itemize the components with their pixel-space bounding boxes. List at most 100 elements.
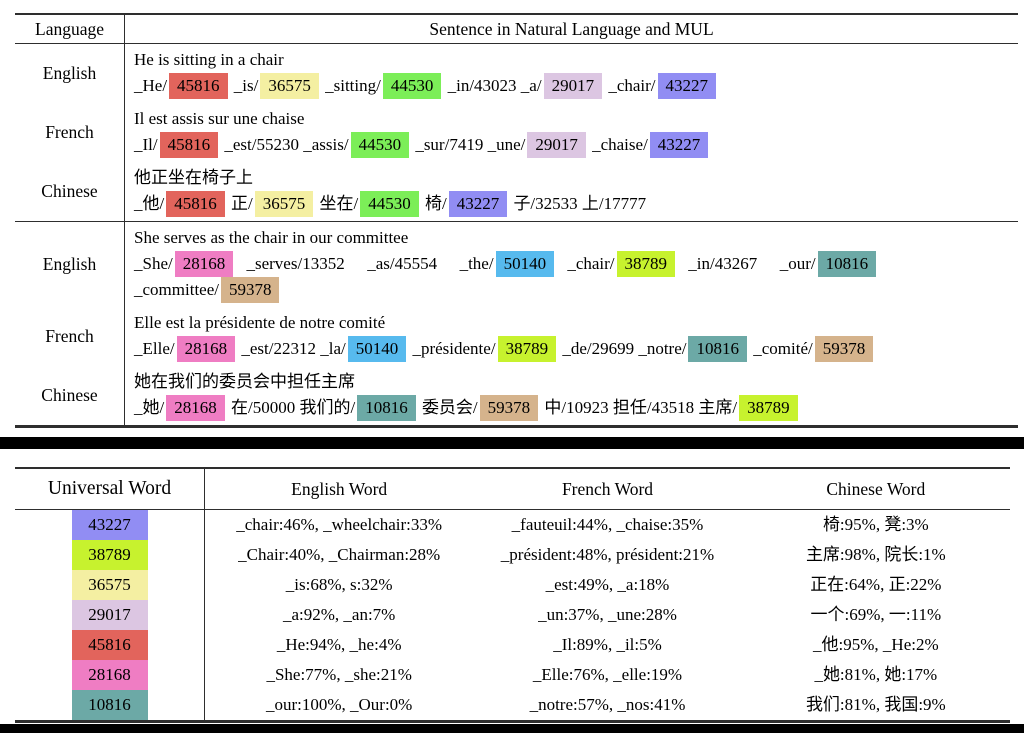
table-row: 45816 _He:94%, _he:4% _Il:89%, _il:5% _他… [15,630,1010,660]
table-row: Chinese 他正坐在椅子上 _他/45816 正/36575 坐在/4453… [15,162,1018,221]
token-id-chip: 59378 [814,336,874,362]
token-text: 子/32533 上/17777 [509,194,647,213]
english-word-cell: _chair:46%, _wheelchair:33% [236,515,443,534]
token-text: _est/55230 _assis/ [220,135,349,154]
token-id-chip: 29017 [527,132,586,158]
token-text: _sitting/ [320,76,381,95]
token-id-chip: 29017 [543,73,603,99]
token-text: _comité/ [748,339,813,358]
token-text: _他/ [134,194,165,213]
universal-word-cell: 45816 [15,630,205,660]
language-label: French [15,307,125,366]
french-word-cell: _notre:57%, _nos:41% [529,695,686,714]
sentence-table: Language Sentence in Natural Language an… [15,13,1018,428]
token-line: _She/28168 _serves/13352 _as/45554 _the/… [134,251,1018,277]
token-text: _is/ [229,76,259,95]
english-word-cell: _our:100%, _Our:0% [265,695,413,714]
french-word-cell: _président:48%, président:21% [500,545,715,564]
sentence-group-2: English She serves as the chair in our c… [15,221,1018,425]
token-id-chip: 45816 [166,191,225,217]
token-id-chip: 10816 [357,395,416,421]
token-id-chip: 38789 [739,395,798,421]
token-id-chip: 50140 [495,251,555,277]
token-text: _She/ [134,254,173,273]
english-word-column-header: English Word [291,478,388,499]
universal-word-cell: 38789 [15,540,205,570]
sentence-text: He is sitting in a chair [134,50,284,69]
token-text: _Elle/ [134,339,175,358]
token-text: 在/50000 我们的/ [226,398,356,417]
universal-word-cell: 36575 [15,570,205,600]
chinese-word-cell: 一个:69%, 一:11% [810,605,942,624]
token-text: _est/22312 _la/ [237,339,346,358]
token-id-chip: 43227 [448,191,508,217]
sentence-cell: 她在我们的委员会中担任主席 _她/28168 在/50000 我们的/10816… [125,366,1018,425]
chinese-word-cell: 椅:95%, 凳:3% [822,515,929,534]
token-id-chip: 10816 [688,336,747,362]
table-row: 29017 _a:92%, _an:7% _un:37%, _une:28% 一… [15,600,1010,630]
token-line: _committee/59378 [134,277,1018,303]
token-id-chip: 44530 [350,132,410,158]
table-row: 43227 _chair:46%, _wheelchair:33% _faute… [15,510,1010,540]
token-text: _de/29699 _notre/ [558,339,687,358]
french-word-cell: _Il:89%, _il:5% [553,635,662,654]
language-column-header: Language [15,15,125,43]
sentence-cell: He is sitting in a chair _He/45816 _is/3… [125,44,1018,103]
universal-word-chip: 28168 [71,660,148,690]
sentence-cell: Il est assis sur une chaise _Il/45816 _e… [125,103,1018,162]
token-text: 委员会/ [417,398,478,417]
universal-word-chip: 36575 [71,570,148,600]
token-text: _committee/ [134,280,219,299]
token-text: 坐在/ [315,194,359,213]
token-text: _présidente/ [408,339,496,358]
token-text: _chaise/ [587,135,648,154]
chinese-word-cell: _他:95%, _He:2% [813,635,939,654]
universal-word-chip: 43227 [71,510,148,540]
sentence-table-header: Language Sentence in Natural Language an… [15,15,1018,44]
token-line: _他/45816 正/36575 坐在/44530 椅/43227 子/3253… [134,191,1018,217]
universal-word-chip: 38789 [71,540,148,570]
token-text: 正/ [226,194,253,213]
table-row: 10816 _our:100%, _Our:0% _notre:57%, _no… [15,690,1010,720]
language-label: English [15,222,125,307]
token-id-chip: 43227 [649,132,709,158]
universal-word-column-header: Universal Word [15,469,205,509]
universal-word-table-header: Universal Word English Word French Word … [15,469,1010,510]
token-line: _她/28168 在/50000 我们的/10816 委员会/59378 中/1… [134,395,1018,421]
universal-word-chip: 10816 [71,690,148,720]
token-line: _Elle/28168 _est/22312 _la/50140 _présid… [134,336,1018,362]
token-id-chip: 38789 [497,336,557,362]
table-row: English She serves as the chair in our c… [15,222,1018,307]
sentence-text: 她在我们的委员会中担任主席 [134,372,355,391]
language-label: Chinese [15,162,125,221]
token-id-chip: 10816 [817,251,877,277]
token-text: 椅/ [420,194,447,213]
chinese-word-column-header: Chinese Word [826,478,926,499]
english-word-cell: _She:77%, _she:21% [266,665,412,684]
universal-word-cell: 29017 [15,600,205,630]
token-text: _chair/ [604,76,656,95]
language-label: French [15,103,125,162]
english-word-cell: _He:94%, _he:4% [276,635,402,654]
french-word-column-header: French Word [561,478,654,499]
token-id-chip: 44530 [360,191,419,217]
french-word-cell: _est:49%, _a:18% [545,575,670,594]
token-text: _in/43267 _our/ [677,254,816,273]
token-id-chip: 59378 [479,395,539,421]
token-text: _in/43023 _a/ [443,76,542,95]
universal-word-cell: 10816 [15,690,205,720]
table-row: Chinese 她在我们的委员会中担任主席 _她/28168 在/50000 我… [15,366,1018,425]
universal-word-chip: 45816 [71,630,148,660]
token-line: _Il/45816 _est/55230 _assis/44530 _sur/7… [134,132,1018,158]
table-row: French Il est assis sur une chaise _Il/4… [15,103,1018,162]
sentence-group-1: English He is sitting in a chair _He/458… [15,44,1018,221]
separator-bar [0,724,1024,733]
table-row: French Elle est la présidente de notre c… [15,307,1018,366]
universal-word-table: Universal Word English Word French Word … [15,467,1010,723]
table-row: 36575 _is:68%, s:32% _est:49%, _a:18% 正在… [15,570,1010,600]
token-id-chip: 28168 [176,336,236,362]
sentence-text: 他正坐在椅子上 [134,168,253,187]
token-id-chip: 45816 [159,132,219,158]
universal-word-cell: 43227 [15,510,205,540]
